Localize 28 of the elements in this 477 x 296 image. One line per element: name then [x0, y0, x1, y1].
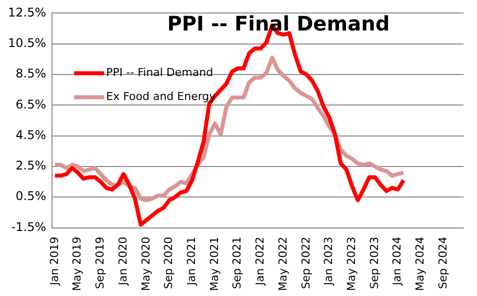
x-tick-label: May 2021: [208, 236, 221, 291]
x-tick-label: May 2023: [345, 236, 358, 291]
x-tick-label: Jan 2023: [322, 236, 336, 286]
y-tick-label: 6.5%: [16, 97, 46, 112]
x-tick-label: Jan 2024: [390, 236, 404, 286]
x-tick-label: Jan 2022: [254, 236, 267, 286]
y-tick-label: 0.5%: [16, 189, 46, 204]
x-tick-label: May 2019: [70, 236, 84, 291]
x-tick-label: Sep 2022: [299, 236, 312, 289]
x-tick-label: Sep 2019: [94, 236, 107, 289]
x-tick-label: Jan 2020: [116, 236, 130, 286]
y-tick-label: 10.5%: [8, 36, 46, 50]
legend-label: PPI -- Final Demand: [106, 66, 214, 80]
x-tick-label: Jan 2021: [184, 236, 198, 286]
x-tick-label: May 2024: [414, 236, 427, 291]
x-tick-label: Sep 2020: [162, 236, 176, 289]
x-tick-label: Sep 2021: [230, 236, 244, 289]
x-tick-label: Sep 2024: [436, 236, 450, 289]
y-tick-label: 12.5%: [8, 5, 46, 20]
x-tick-label: May 2022: [276, 236, 290, 291]
y-tick-label: 8.5%: [16, 66, 46, 81]
y-tick-label: 4.5%: [16, 128, 46, 142]
x-tick-label: Jan 2019: [48, 236, 61, 286]
y-tick-label: 2.5%: [16, 158, 46, 173]
y-tick-label: -1.5%: [11, 220, 46, 234]
chart-title: PPI -- Final Demand: [167, 11, 390, 36]
x-tick-label: May 2020: [139, 236, 152, 291]
x-tick-label: Sep 2023: [368, 236, 381, 289]
